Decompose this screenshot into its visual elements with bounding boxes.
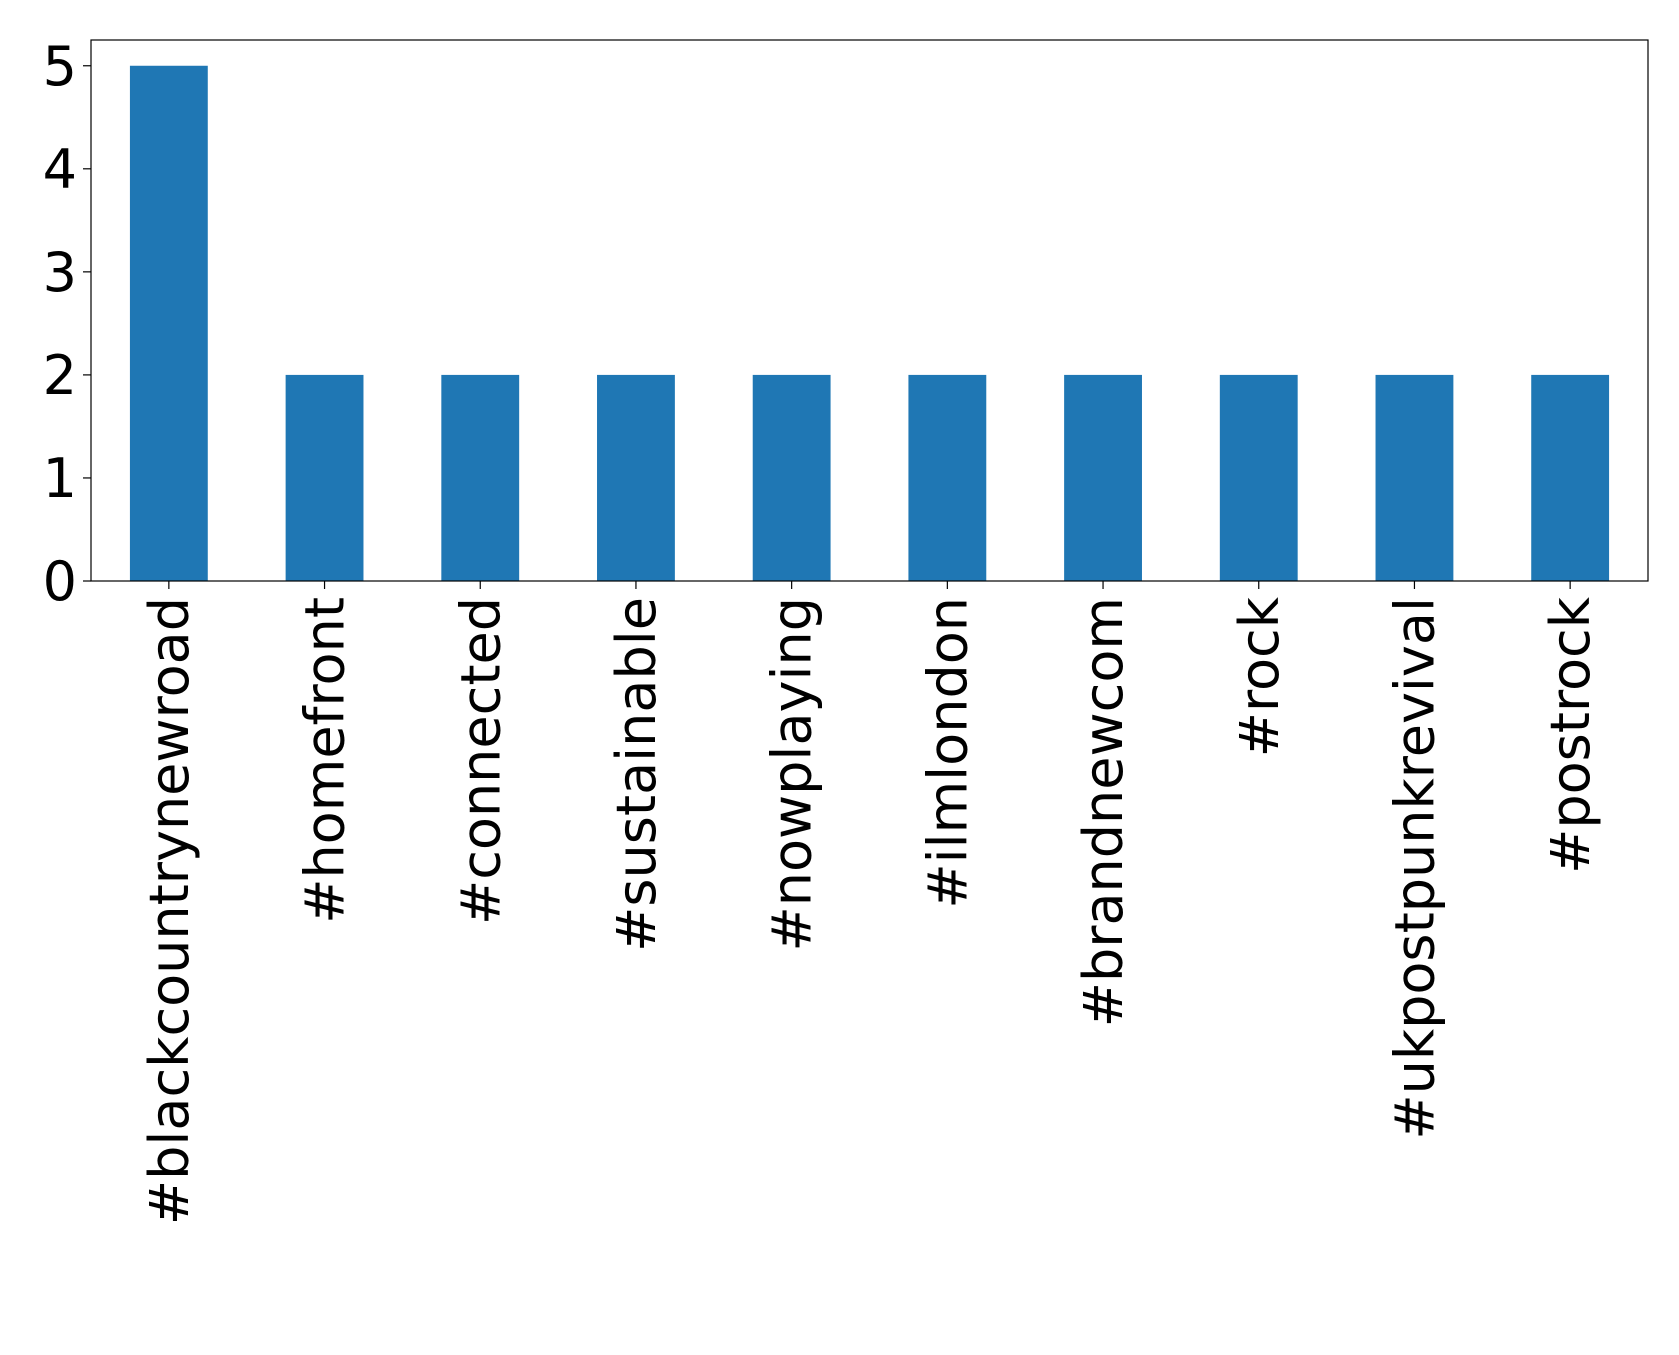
x-tick-label: #ilmlondon (916, 597, 979, 909)
bar (1531, 374, 1610, 581)
plot-frame (90, 39, 1649, 582)
x-tick-label: #blackcountrynewroad (138, 597, 201, 1225)
x-tick-label: #nowplaying (761, 597, 824, 952)
y-tick-label: 5 (43, 35, 77, 98)
x-tick-label: #homefront (294, 597, 357, 924)
bar (285, 374, 364, 581)
y-tick-label: 2 (43, 344, 77, 407)
y-tick-label: 0 (43, 550, 77, 613)
bar (441, 374, 520, 581)
x-tick-label: #ukpostpunkrevival (1383, 597, 1446, 1140)
x-tick-label: #rock (1228, 596, 1291, 757)
bar (752, 374, 831, 581)
x-tick-label: #brandnewcom (1072, 597, 1135, 1027)
bar (1219, 374, 1298, 581)
x-tick-label: #postrock (1539, 596, 1602, 874)
y-tick-label: 3 (43, 241, 77, 304)
bar (1375, 374, 1454, 581)
y-tick-label: 4 (43, 138, 77, 201)
bar (597, 374, 675, 581)
y-tick-label: 1 (43, 447, 77, 510)
bar (908, 374, 987, 581)
x-tick-label: #sustainable (605, 597, 668, 952)
bar (129, 65, 208, 581)
bar (1064, 374, 1142, 581)
x-tick-label: #connected (449, 597, 512, 925)
